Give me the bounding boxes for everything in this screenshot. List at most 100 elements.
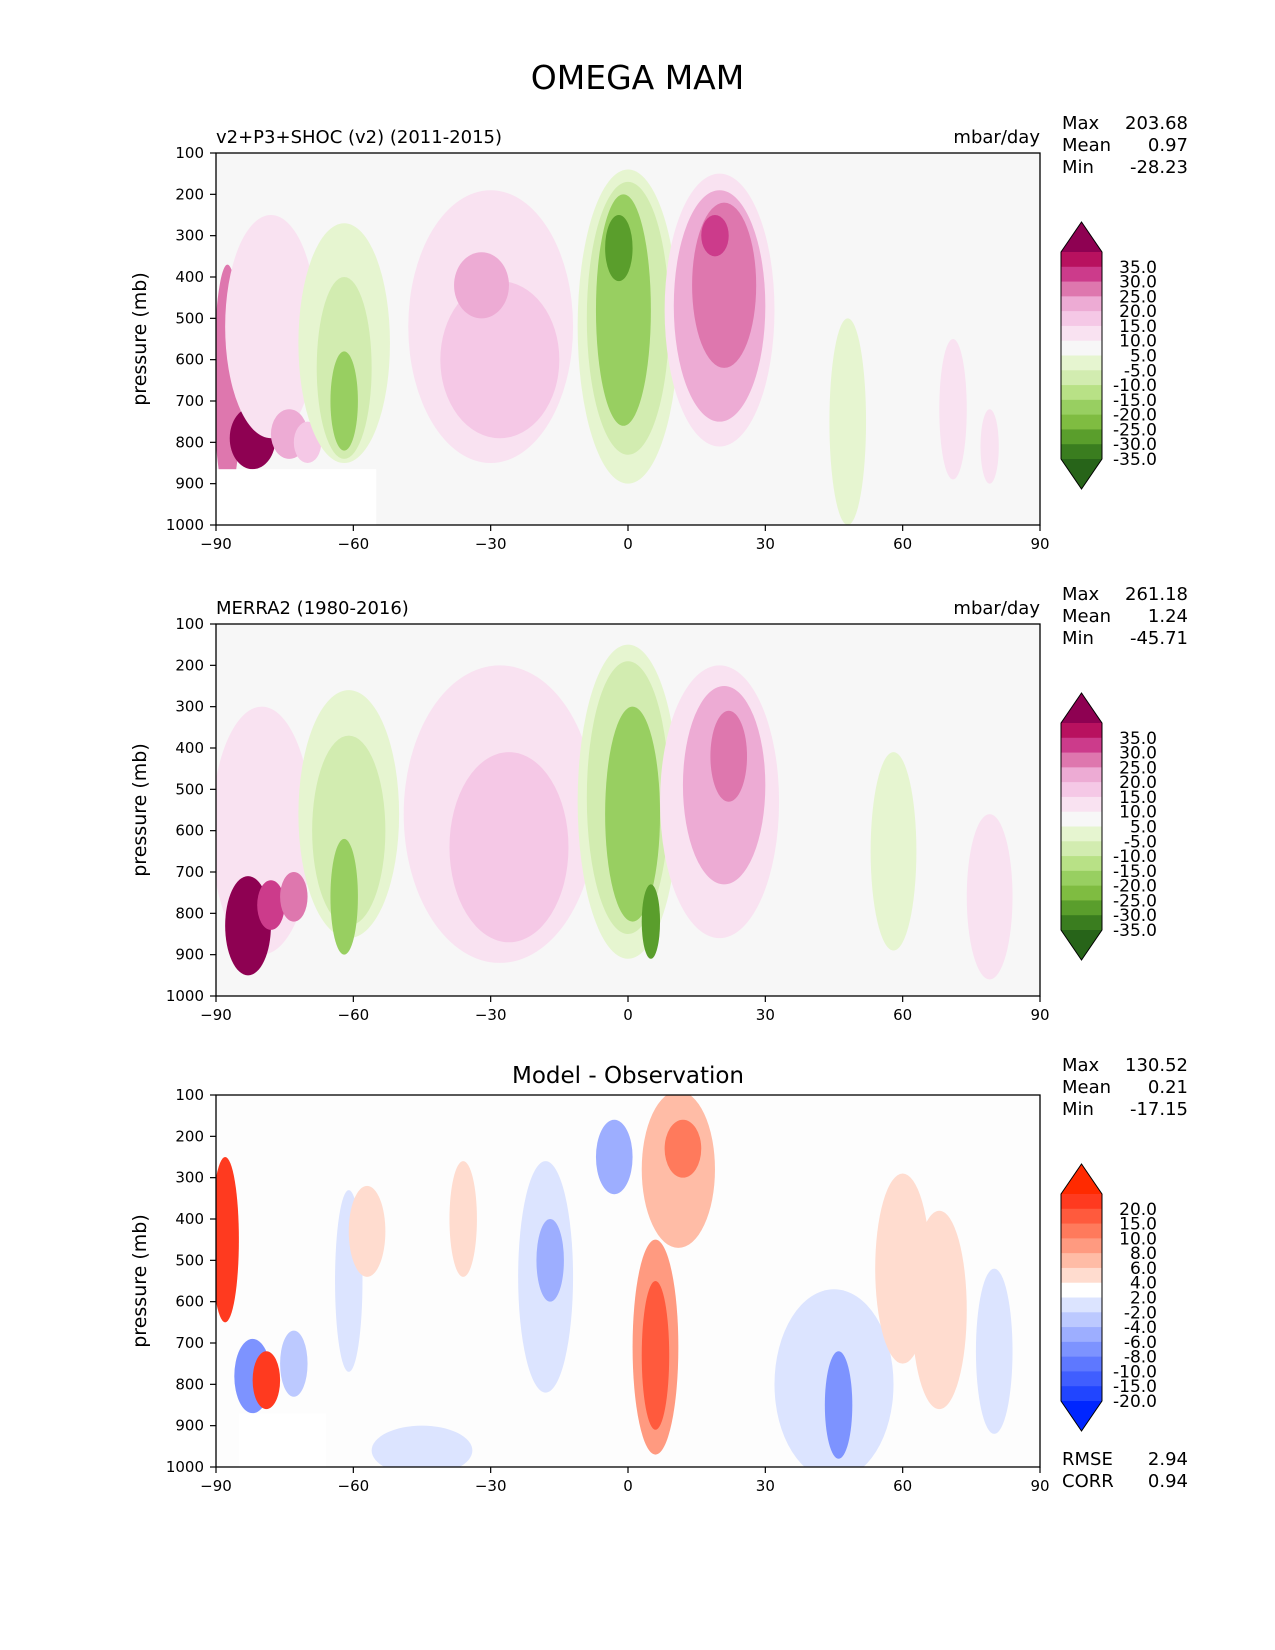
x-tick-label: −60 (338, 1477, 370, 1495)
y-tick-label: 300 (175, 698, 204, 716)
y-tick-label: 1000 (166, 987, 204, 1005)
y-tick-label: 800 (175, 1375, 204, 1393)
colorbar-segment-11 (1061, 1341, 1102, 1358)
colorbar-segment-14 (1061, 915, 1102, 931)
metric-rmse-value: 2.94 (1148, 1449, 1188, 1470)
x-tick-label: −30 (475, 1006, 507, 1024)
contour-region-22 (980, 409, 999, 484)
colorbar-segment-6 (1061, 796, 1102, 813)
colorbar-tick-label: 30.0 (1119, 273, 1157, 293)
panel-units: mbar/day (953, 127, 1040, 148)
colorbar-tick-label: 15.0 (1119, 317, 1157, 337)
y-tick-label: 800 (175, 433, 204, 451)
stat-min-label: Min (1062, 628, 1094, 649)
colorbar-tick-label: -10.0 (1113, 376, 1157, 396)
stat-mean-label: Mean (1062, 135, 1111, 156)
x-tick-label: 60 (893, 1006, 912, 1024)
colorbar-extend-bottom (1061, 1401, 1102, 1431)
y-tick-label: 200 (175, 1127, 204, 1145)
colorbar-tick-label: 5.0 (1130, 818, 1157, 838)
y-tick-label: 500 (175, 309, 204, 327)
chart-panel-2: MERRA2 (1980-2016) mbar/day10020030040050… (129, 584, 1188, 1024)
colorbar-segment-4 (1061, 296, 1102, 312)
contour-region-4 (280, 1330, 308, 1397)
contour-region-12 (641, 1281, 670, 1430)
colorbar-tick-label: -20.0 (1113, 1392, 1157, 1412)
x-tick-label: 90 (1030, 1477, 1049, 1495)
contour-region-6 (312, 735, 386, 926)
colorbar-segment-5 (1061, 1253, 1102, 1269)
colorbar: 35.030.025.020.015.010.05.0-5.0-10.0-15.… (1060, 692, 1157, 961)
x-tick-label: 60 (893, 1477, 912, 1495)
colorbar-tick-label: 25.0 (1119, 287, 1157, 307)
colorbar-tick-label: 10.0 (1119, 1229, 1157, 1249)
colorbar-segment-8 (1061, 1297, 1102, 1313)
y-tick-label: 200 (175, 185, 204, 203)
contour-region-10 (440, 281, 560, 439)
contour-region-16 (710, 710, 748, 802)
y-tick-label: 1000 (166, 516, 204, 534)
colorbar-segment-10 (1061, 1327, 1102, 1343)
x-tick-label: 90 (1030, 1006, 1049, 1024)
stat-mean-label: Mean (1062, 1077, 1111, 1098)
y-tick-label: 500 (175, 780, 204, 798)
x-tick-label: 30 (756, 1006, 775, 1024)
colorbar-segment-9 (1061, 1312, 1102, 1328)
contour-region-15 (371, 1425, 473, 1467)
colorbar-tick-label: -2.0 (1124, 1303, 1157, 1323)
y-axis-label: pressure (mb) (129, 272, 151, 406)
y-tick-label: 200 (175, 656, 204, 674)
colorbar-extend-bottom (1061, 459, 1102, 489)
contour-region-7 (449, 1161, 477, 1277)
colorbar-tick-label: -15.0 (1113, 1377, 1157, 1397)
colorbar-tick-label: -6.0 (1124, 1333, 1157, 1353)
colorbar-tick-label: -8.0 (1124, 1348, 1157, 1368)
colorbar-segment-10 (1061, 385, 1102, 401)
stat-mean-value: 0.21 (1148, 1077, 1188, 1098)
x-tick-label: −90 (200, 1477, 232, 1495)
y-tick-label: 400 (175, 739, 204, 757)
colorbar-segment-8 (1061, 355, 1102, 371)
colorbar-tick-label: -15.0 (1113, 862, 1157, 882)
colorbar-tick-label: 20.0 (1119, 302, 1157, 322)
panel-title-center: Model - Observation (512, 1063, 744, 1089)
colorbar-tick-label: -10.0 (1113, 1362, 1157, 1382)
contour-region-4 (280, 872, 308, 922)
colorbar-tick-label: -5.0 (1124, 832, 1157, 852)
colorbar-segment-13 (1061, 429, 1102, 445)
x-tick-label: 30 (756, 1477, 775, 1495)
colorbar-segment-11 (1061, 399, 1102, 416)
colorbar-segment-9 (1061, 841, 1102, 857)
colorbar-tick-label: -30.0 (1113, 435, 1157, 455)
contour-region-18 (966, 814, 1013, 980)
colorbar-tick-label: 30.0 (1119, 744, 1157, 764)
contour-region-10 (595, 1119, 633, 1195)
panel-units: mbar/day (953, 598, 1040, 619)
contour-region-19 (701, 215, 729, 257)
metric-rmse-label: RMSE (1062, 1449, 1113, 1470)
contour-region-20 (975, 1268, 1013, 1434)
colorbar-tick-label: -35.0 (1113, 921, 1157, 941)
stat-max-label: Max (1062, 1055, 1100, 1076)
colorbar-tick-label: 15.0 (1119, 1215, 1157, 1235)
panel-title-left: MERRA2 (1980-2016) (216, 598, 409, 619)
colorbar-tick-label: -4.0 (1124, 1318, 1157, 1338)
colorbar-segment-7 (1061, 1282, 1102, 1298)
stat-min-value: -28.23 (1130, 157, 1188, 178)
y-tick-label: 900 (175, 1417, 204, 1435)
colorbar-segment-7 (1061, 340, 1102, 356)
colorbar-segment-12 (1061, 885, 1102, 901)
y-tick-label: 400 (175, 1210, 204, 1228)
contour-region-14 (664, 1119, 702, 1178)
colorbar-segment-6 (1061, 325, 1102, 342)
chart-panel-1: v2+P3+SHOC (v2) (2011-2015) mbar/day 100 20… (129, 113, 1188, 553)
contour-region-17 (870, 752, 917, 951)
contour-region-17 (824, 1351, 853, 1459)
x-tick-label: −90 (200, 535, 232, 553)
y-tick-label: 100 (175, 144, 204, 162)
colorbar-segment-10 (1061, 856, 1102, 872)
y-tick-label: 600 (175, 351, 204, 369)
colorbar-tick-label: -20.0 (1113, 877, 1157, 897)
contour-region-11 (454, 252, 509, 319)
colorbar-segment-3 (1061, 281, 1102, 297)
